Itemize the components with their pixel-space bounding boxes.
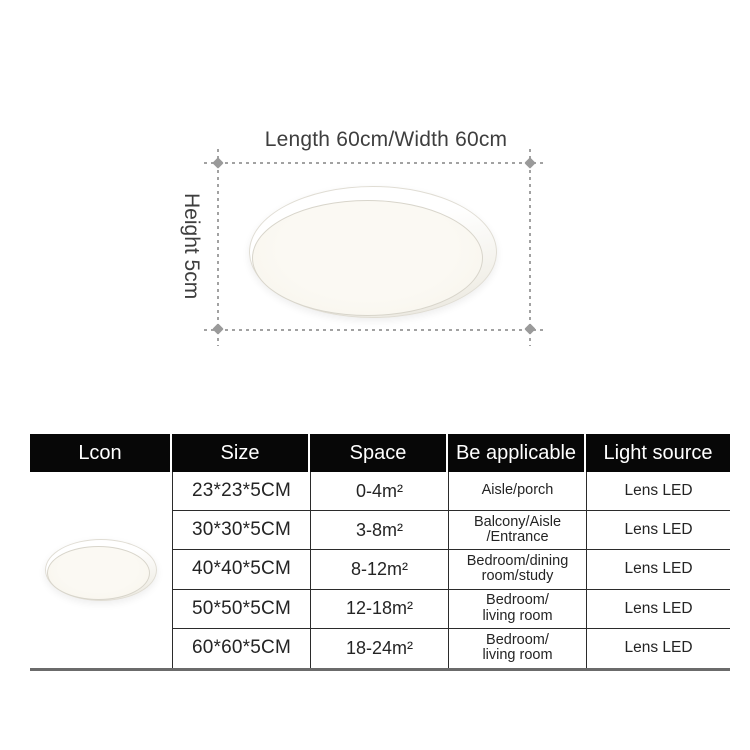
header-cell-applicable: Be applicable (448, 434, 586, 472)
corner-marker-top-right (524, 157, 536, 169)
cell-space: 3-8m² (310, 511, 448, 551)
lamp-diffuser-face (47, 545, 150, 600)
dashed-line-top (204, 162, 547, 164)
dashed-line-right (529, 149, 531, 346)
cell-applicable: Bedroom/ living room (448, 628, 586, 668)
height-label-wrap: Height 5cm (176, 163, 206, 330)
table-header-row: Lcon Size Space Be applicable Light sour… (30, 434, 730, 472)
cell-size: 60*60*5CM (172, 628, 310, 668)
cell-light: Lens LED (586, 550, 730, 590)
cell-space: 12-18m² (310, 589, 448, 629)
corner-marker-bottom-right (524, 323, 536, 335)
cell-light: Lens LED (586, 628, 730, 668)
icon-cell (30, 472, 172, 668)
cell-light: Lens LED (586, 589, 730, 629)
ceiling-lamp-image (249, 186, 497, 318)
cell-light: Lens LED (586, 472, 730, 512)
spec-table: Lcon Size Space Be applicable Light sour… (30, 434, 730, 671)
cell-applicable: Bedroom/ living room (448, 589, 586, 629)
cell-space: 8-12m² (310, 550, 448, 590)
cell-applicable: Bedroom/dining room/study (448, 550, 586, 590)
cell-size: 40*40*5CM (172, 550, 310, 590)
dashed-line-bottom (204, 329, 547, 331)
cell-applicable: Balcony/Aisle /Entrance (448, 511, 586, 551)
corner-marker-bottom-left (212, 323, 224, 335)
header-cell-light-source: Light source (586, 434, 730, 472)
cell-size: 23*23*5CM (172, 472, 310, 512)
dashed-line-left (217, 149, 219, 346)
cell-space: 18-24m² (310, 628, 448, 668)
ceiling-lamp-icon (45, 538, 157, 601)
table-body: 23*23*5CM 0-4m² Aisle/porch Lens LED 30*… (30, 472, 730, 671)
header-cell-icon: Lcon (30, 434, 172, 472)
cell-light: Lens LED (586, 511, 730, 551)
corner-marker-top-left (212, 157, 224, 169)
lamp-diffuser-face (252, 200, 483, 316)
cell-applicable: Aisle/porch (448, 472, 586, 512)
cell-size: 30*30*5CM (172, 511, 310, 551)
header-cell-space: Space (310, 434, 448, 472)
cell-size: 50*50*5CM (172, 589, 310, 629)
header-cell-size: Size (172, 434, 310, 472)
height-label: Height 5cm (180, 193, 203, 300)
cell-space: 0-4m² (310, 472, 448, 512)
length-width-label: Length 60cm/Width 60cm (264, 128, 508, 151)
